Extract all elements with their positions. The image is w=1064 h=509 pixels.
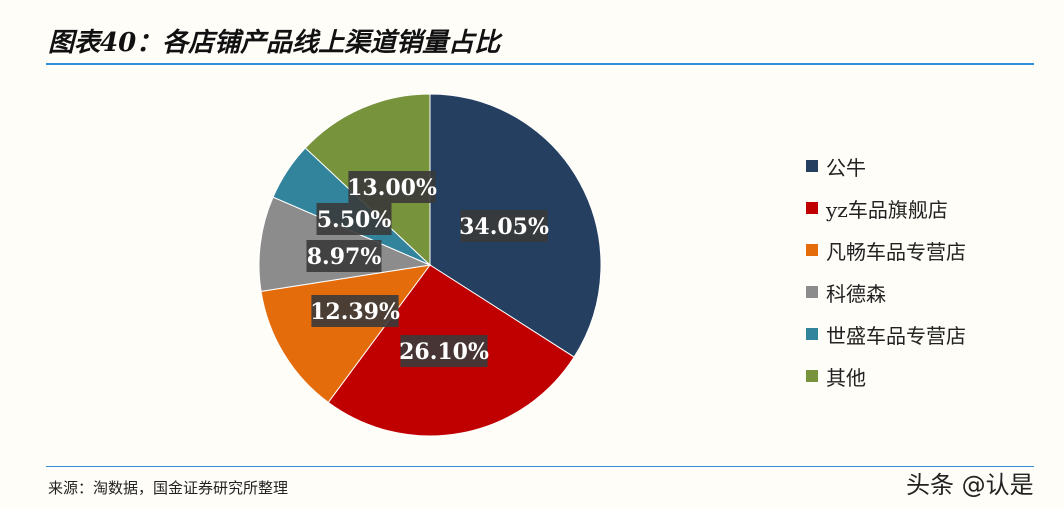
data-label-1: 34.05% — [459, 210, 549, 242]
data-label-box — [311, 295, 399, 327]
legend-item-5: 世盛车品专营店 — [806, 313, 966, 355]
source-note: 来源：淘数据，国金证券研究所整理 — [48, 479, 289, 497]
svg-text:13.00%: 13.00% — [347, 175, 437, 201]
data-label-box — [460, 210, 548, 242]
legend-label: 凡畅车品专营店 — [826, 239, 966, 264]
legend-item-3: 凡畅车品专营店 — [806, 229, 966, 271]
legend-label: 世盛车品专营店 — [826, 323, 966, 348]
data-label-6: 13.00% — [347, 171, 437, 203]
legend-label: 科德森 — [826, 281, 886, 306]
legend-swatch — [806, 244, 818, 256]
legend-item-1: 公牛 — [806, 145, 966, 187]
data-label-box — [348, 171, 436, 203]
svg-text:34.05%: 34.05% — [459, 214, 549, 240]
chart-legend: 公牛 yz车品旗舰店 凡畅车品专营店 科德森世盛车品专营店 其他 — [806, 145, 966, 397]
data-label-4: 8.97% — [306, 240, 382, 272]
legend-swatch — [806, 286, 818, 298]
legend-item-4: 科德森 — [806, 271, 966, 313]
data-label-box — [306, 240, 382, 272]
chart-title: 图表40：各店铺产品线上渠道销量占比 — [48, 28, 501, 58]
watermark: 头条 @认是 — [906, 471, 1034, 499]
svg-text:5.50%: 5.50% — [317, 207, 392, 233]
source-divider — [46, 466, 1034, 467]
legend-swatch — [806, 160, 818, 172]
legend-swatch — [806, 370, 818, 382]
data-label-2: 26.10% — [399, 335, 489, 367]
legend-swatch — [806, 202, 818, 214]
legend-label: 其他 — [826, 365, 866, 390]
legend-label: 公牛 — [826, 155, 866, 180]
svg-text:8.97%: 8.97% — [307, 244, 382, 270]
data-label-box — [400, 335, 488, 367]
data-label-box — [316, 203, 392, 235]
title-divider — [46, 63, 1034, 65]
legend-swatch — [806, 328, 818, 340]
data-label-5: 5.50% — [316, 203, 392, 235]
data-label-3: 12.39% — [310, 295, 400, 327]
legend-item-6: 其他 — [806, 355, 966, 397]
svg-text:26.10%: 26.10% — [399, 339, 489, 365]
legend-label: yz车品旗舰店 — [826, 197, 948, 222]
svg-text:12.39%: 12.39% — [310, 299, 400, 325]
legend-item-2: yz车品旗舰店 — [806, 187, 966, 229]
